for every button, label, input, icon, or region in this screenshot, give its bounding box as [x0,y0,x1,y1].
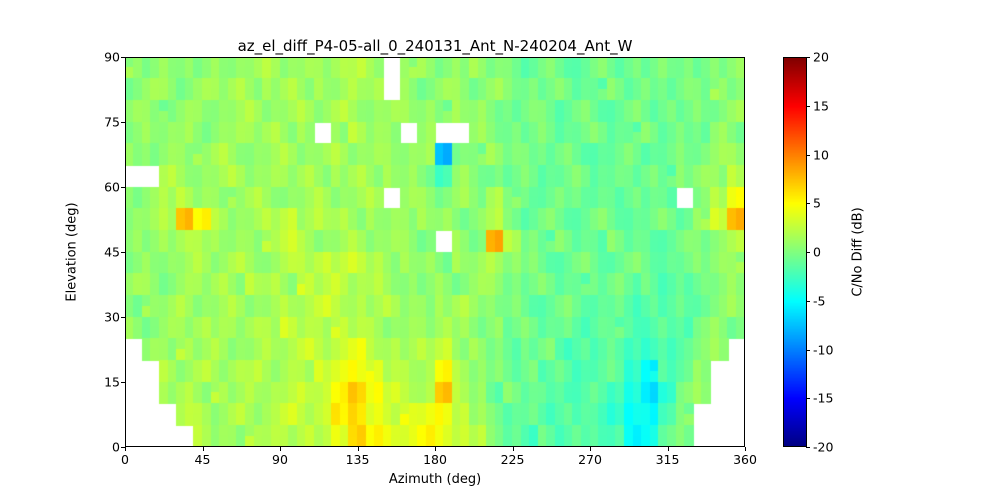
colorbar-label: C/No Diff (dB) [850,207,866,297]
colorbar-tick-label: -10 [813,342,834,357]
colorbar-tick-label: 5 [813,195,821,211]
y-tick-mark [121,57,125,58]
x-tick-label: 0 [121,452,129,467]
y-tick-label: 15 [104,374,120,390]
colorbar-canvas [783,57,807,447]
x-tick-mark [745,447,746,451]
y-tick-label: 75 [104,114,120,130]
x-tick-label: 360 [733,452,757,467]
x-tick-label: 135 [345,452,370,467]
x-tick-mark [590,447,591,451]
colorbar-tick-mark [806,447,810,448]
colorbar-tick-mark [806,105,810,107]
colorbar-tick-label: 0 [813,244,821,260]
x-tick-mark [125,447,126,451]
y-tick-label: 0 [112,439,120,455]
x-tick-mark [357,447,359,451]
x-axis-label: Azimuth (deg) [388,472,482,487]
colorbar-tick-mark [806,154,810,156]
colorbar-tick-mark [806,349,810,351]
colorbar-tick-label: 15 [813,98,829,114]
colorbar-tick-label: 20 [813,49,829,65]
x-tick-mark [512,447,514,451]
chart-title: az_el_diff_P4-05-all_0_240131_Ant_N-2402… [237,37,633,55]
x-tick-mark [667,447,669,451]
x-tick-label: 90 [272,452,288,467]
x-tick-label: 225 [500,452,525,467]
y-tick-mark [121,317,125,318]
y-tick-mark [121,252,125,253]
plot-area [125,57,745,447]
y-tick-mark [121,187,125,188]
colorbar-tick-mark [806,57,810,58]
x-tick-mark [280,447,281,451]
x-tick-mark [435,447,436,451]
y-tick-mark [121,122,125,123]
y-tick-label: 60 [104,179,120,195]
x-tick-label: 270 [578,452,602,467]
colorbar-tick-mark [806,398,810,400]
x-tick-mark [202,447,204,451]
colorbar-tick-mark [806,300,810,302]
heatmap-canvas [125,57,745,447]
colorbar-tick-mark [806,203,810,205]
colorbar-tick-label: -15 [813,390,834,406]
colorbar-tick-mark [806,252,810,253]
x-tick-label: 315 [655,452,680,467]
colorbar-tick-label: -20 [813,439,834,455]
colorbar-border [783,57,807,447]
colorbar-tick-label: -5 [813,293,826,309]
y-tick-mark [121,382,125,383]
x-tick-label: 180 [423,452,447,467]
x-tick-label: 45 [194,452,211,467]
y-tick-label: 90 [104,49,120,65]
y-tick-label: 45 [104,244,120,260]
y-axis-label: Elevation (deg) [64,202,80,302]
colorbar-tick-label: 10 [813,147,829,162]
y-tick-label: 30 [104,309,120,325]
y-tick-mark [121,447,125,448]
